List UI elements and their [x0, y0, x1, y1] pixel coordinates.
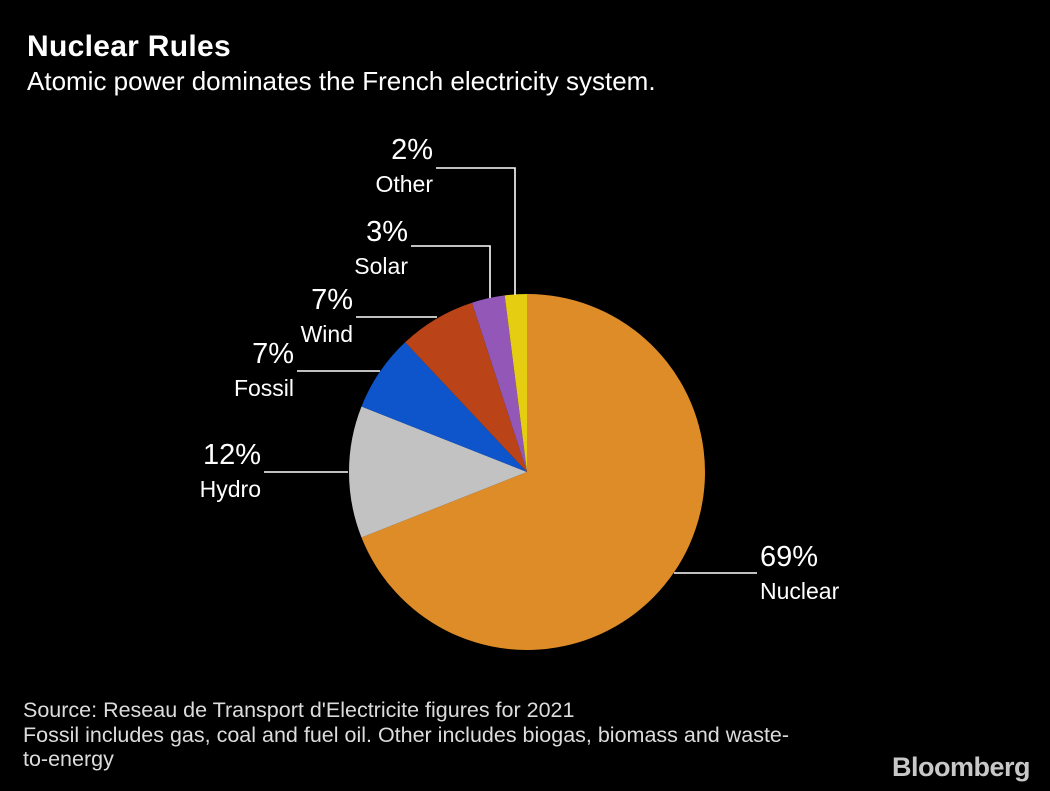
pie-label-wind: 7% Wind — [301, 284, 353, 347]
pie-label-other-name: Other — [375, 171, 433, 197]
pie-label-wind-value: 7% — [311, 284, 353, 316]
pie-label-fossil-value: 7% — [252, 338, 294, 370]
pie-label-solar-value: 3% — [366, 216, 408, 248]
pie-slice-hydro — [348, 406, 527, 538]
pie-label-nuclear-name: Nuclear — [760, 578, 840, 604]
pie-label-hydro: 12% Hydro — [200, 439, 261, 502]
pie-label-hydro-value: 12% — [202, 439, 261, 471]
note-line-1: Fossil includes gas, coal and fuel oil. … — [23, 722, 790, 747]
pie-label-nuclear: 69% Nuclear — [760, 541, 839, 604]
pie-label-fossil: 7% Fossil — [234, 338, 294, 401]
pie-slices-group — [348, 294, 705, 650]
pie-slice-nuclear — [361, 294, 705, 650]
pie-label-wind-name: Wind — [300, 321, 353, 347]
pie-label-other: 2% Other — [375, 134, 433, 197]
pie-slice-solar — [471, 295, 527, 472]
source-line: Source: Reseau de Transport d'Electricit… — [23, 698, 575, 722]
chart-subtitle: Atomic power dominates the French electr… — [27, 66, 656, 96]
pie-label-solar-name: Solar — [354, 253, 408, 279]
pie-label-solar: 3% Solar — [354, 216, 408, 279]
bloomberg-logo: Bloomberg — [891, 752, 1031, 782]
pie-label-other-value: 2% — [391, 134, 433, 166]
pie-label-hydro-name: Hydro — [199, 476, 261, 502]
leader-line-other — [436, 167, 516, 295]
leader-line-solar — [411, 245, 491, 298]
leader-lines-group — [264, 167, 757, 574]
pie-slice-fossil — [361, 342, 527, 472]
pie-label-fossil-name: Fossil — [233, 375, 294, 401]
source-note: Source: Reseau de Transport d'Electricit… — [23, 698, 789, 772]
note-line-2: to-energy — [23, 747, 114, 771]
pie-label-nuclear-value: 69% — [760, 541, 819, 573]
pie-slice-wind — [405, 302, 527, 472]
chart-title: Nuclear Rules — [27, 30, 231, 63]
pie-slice-other — [504, 294, 527, 472]
